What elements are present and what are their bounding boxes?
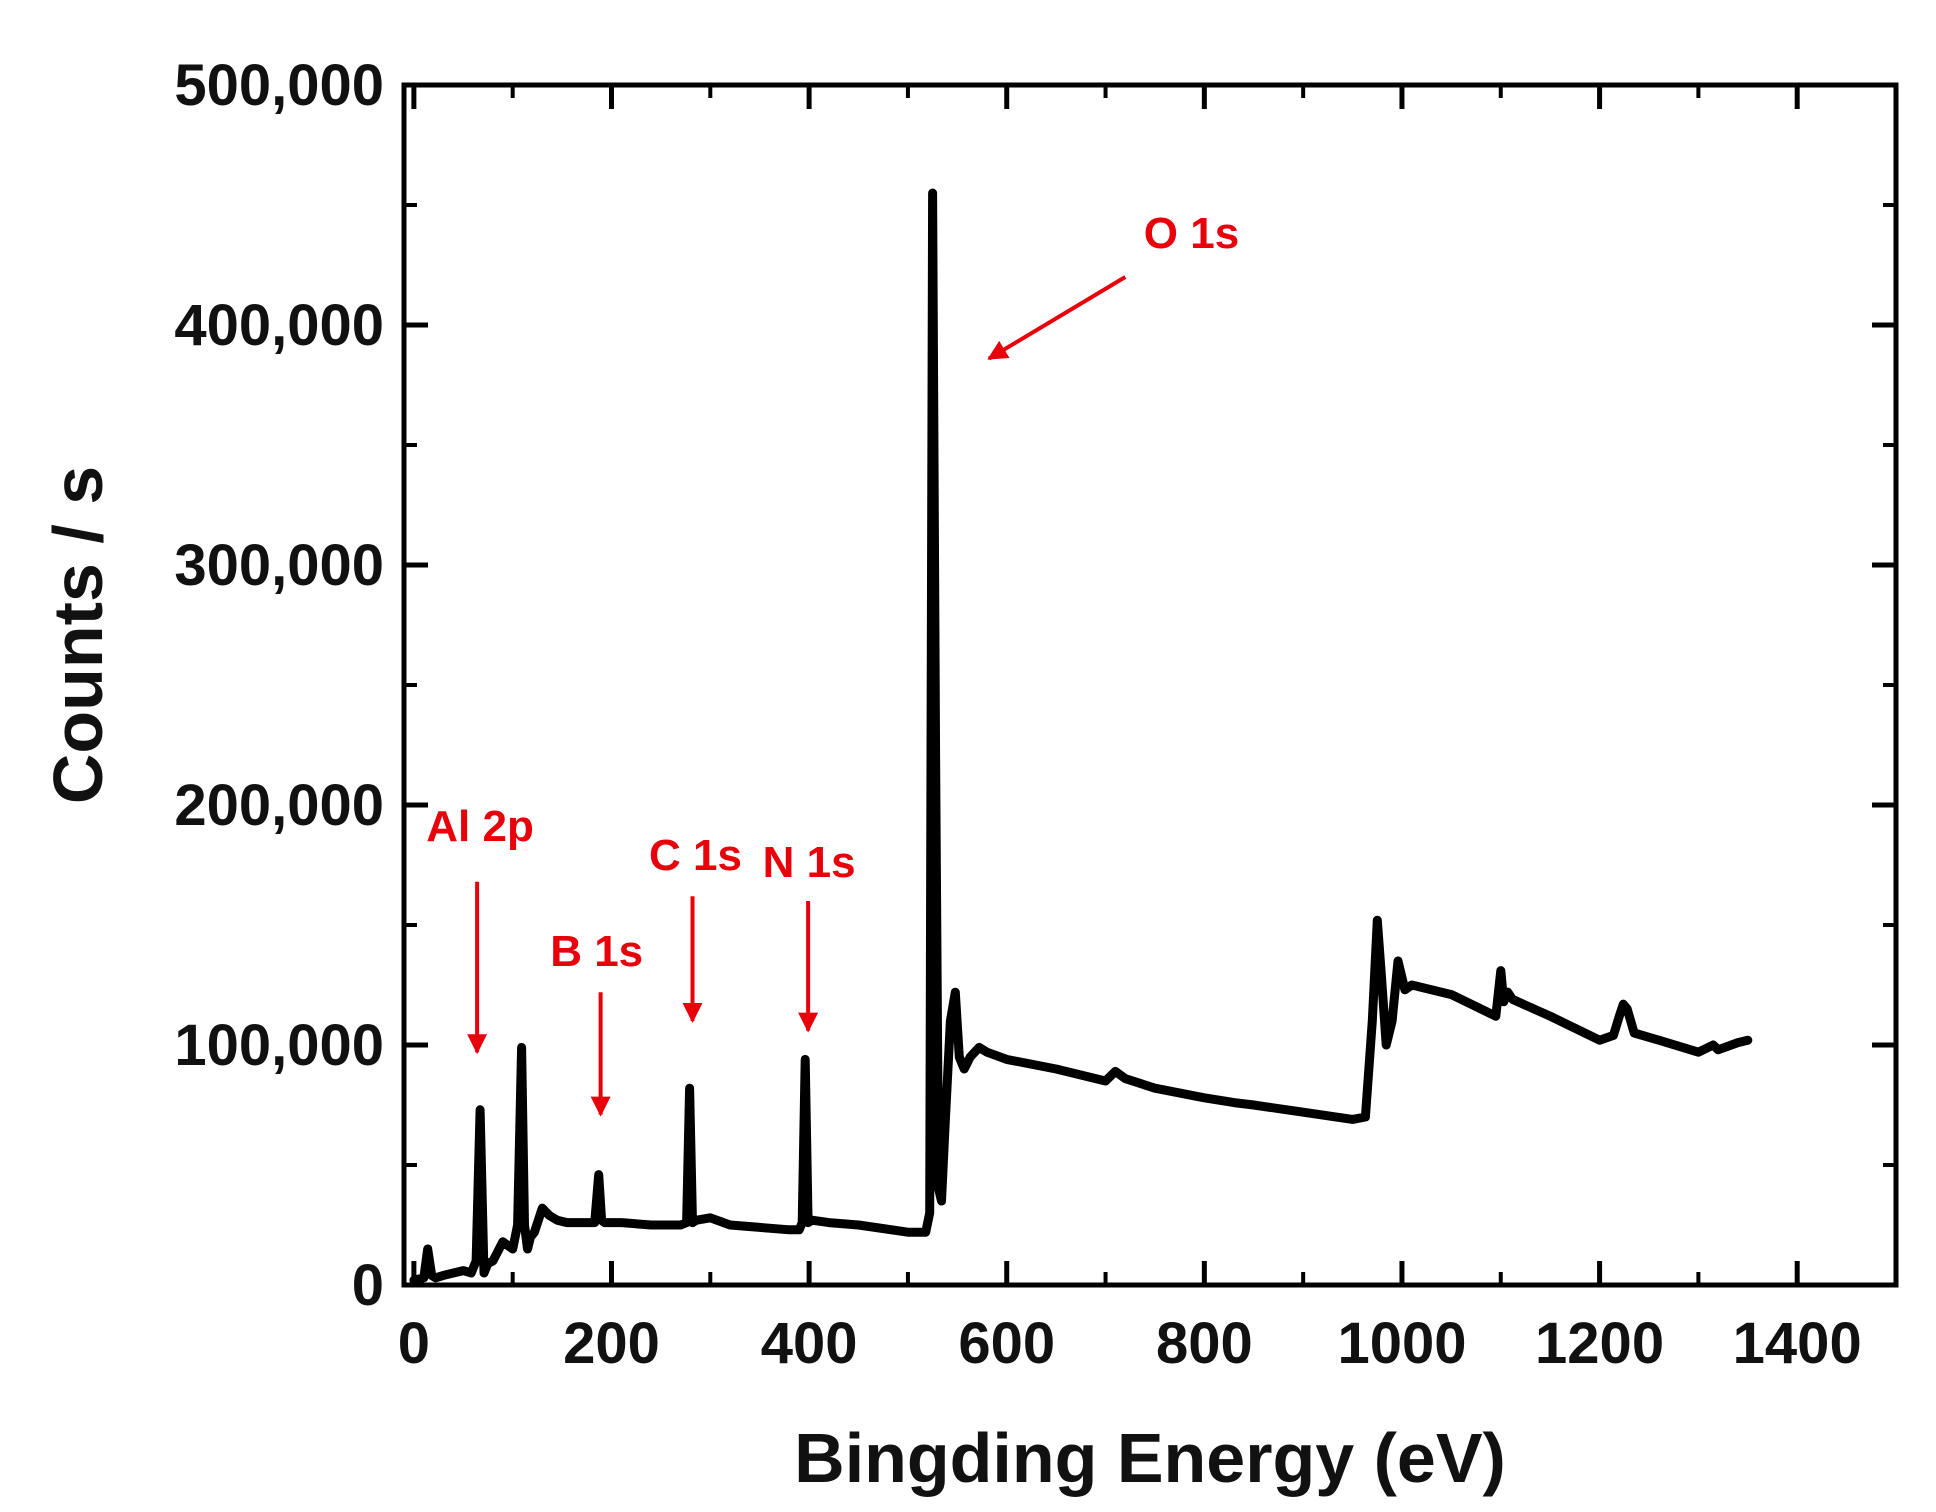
x-tick-label-4: 800	[1156, 1311, 1253, 1376]
annotation-label-4: N 1s	[763, 838, 856, 887]
annotation-label-1: Al 2p	[426, 802, 534, 851]
series-line-0	[409, 188, 1753, 1285]
annotations-layer: O 1s Al 2p B 1sC 1s N 1s	[426, 209, 1239, 1117]
y-tick-label-0: 0	[352, 1253, 384, 1318]
y-tick-label-1: 100,000	[174, 1013, 384, 1078]
series-layer	[409, 188, 1753, 1285]
x-tick-label-2: 400	[761, 1311, 858, 1376]
annotation-label-2: B 1s	[550, 927, 643, 976]
x-axis-title: Bingding Energy (eV)	[794, 1419, 1506, 1497]
y-tick-label-5: 500,000	[174, 53, 384, 118]
x-tick-label-0: 0	[398, 1311, 430, 1376]
x-tick-label-5: 1000	[1337, 1311, 1466, 1376]
x-tick-label-3: 600	[958, 1311, 1055, 1376]
plot-frame	[401, 82, 1899, 1288]
x-tick-label-6: 1200	[1535, 1311, 1664, 1376]
ticks-layer: 0 200 400 600 800 1000 1200 1400 0 100,000 200,000…	[174, 53, 1896, 1376]
x-tick-label-1: 200	[563, 1311, 660, 1376]
y-tick-label-2: 200,000	[174, 773, 384, 838]
y-tick-label-3: 300,000	[174, 533, 384, 598]
annotation-label-0: O 1s	[1144, 209, 1239, 258]
y-tick-label-4: 400,000	[174, 293, 384, 358]
annotation-label-3: C 1s	[649, 831, 742, 880]
y-axis-title: Counts / s	[39, 466, 117, 804]
x-tick-label-7: 1400	[1733, 1311, 1862, 1376]
plot-frame-layer	[401, 82, 1899, 1288]
annotation-arrow-0	[987, 275, 1127, 361]
